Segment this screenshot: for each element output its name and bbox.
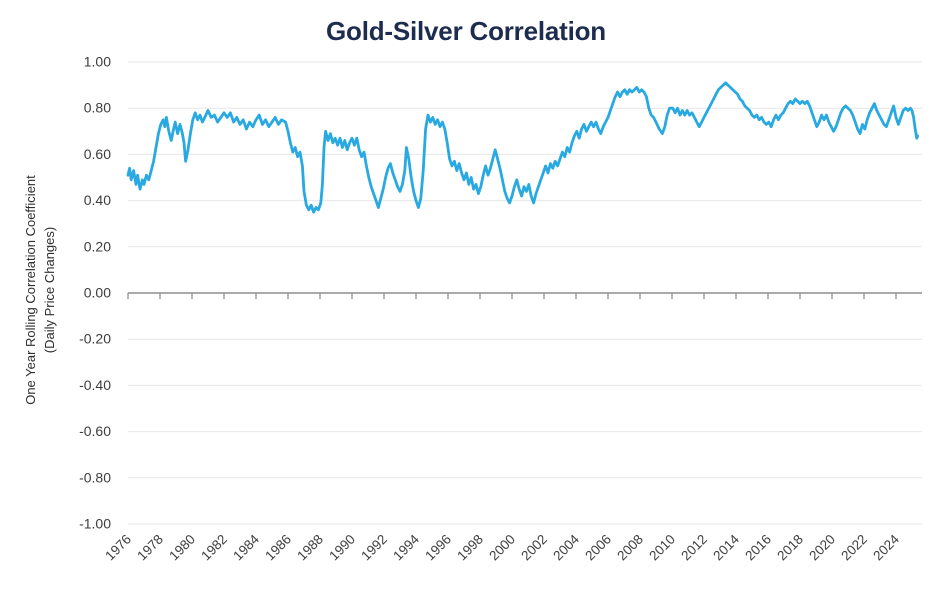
y-axis-title-line1: One Year Rolling Correlation Coefficient — [23, 175, 38, 405]
chart-title: Gold-Silver Correlation — [325, 16, 606, 46]
gridlines — [128, 61, 922, 525]
x-tick-label: 1996 — [422, 532, 454, 564]
y-tick-label: 0.00 — [84, 285, 111, 301]
x-tick-label: 1982 — [198, 532, 230, 564]
x-tick-label: 1990 — [326, 532, 358, 564]
y-tick-label: -1.00 — [79, 516, 111, 532]
x-axis-ticks — [127, 293, 897, 299]
x-tick-label: 2004 — [550, 531, 582, 563]
x-tick-label: 1980 — [166, 532, 198, 564]
x-tick-label: 2010 — [646, 532, 678, 564]
x-tick-label: 2002 — [518, 532, 550, 564]
y-tick-label: 1.00 — [84, 54, 111, 70]
y-tick-labels: 1.00 0.80 0.60 0.40 0.20 0.00 -0.20 -0.40 -0.60 -… — [79, 54, 111, 532]
x-tick-label: 1988 — [294, 532, 326, 564]
x-tick-label: 2016 — [742, 532, 774, 564]
x-tick-labels: 1976 1978 1980 1982 1984 1986 1988 1990 1992 1994… — [102, 531, 902, 563]
y-tick-label: 0.20 — [84, 238, 111, 254]
x-tick-label: 1998 — [454, 532, 486, 564]
x-tick-label: 2022 — [838, 532, 870, 564]
y-tick-label: -0.80 — [79, 469, 111, 485]
y-tick-label: -0.40 — [79, 377, 111, 393]
y-axis-title: One Year Rolling Correlation Coefficient… — [21, 135, 61, 445]
y-tick-label: 0.80 — [84, 100, 111, 116]
x-tick-label: 2014 — [710, 531, 742, 563]
x-tick-label: 1986 — [262, 532, 294, 564]
x-tick-label: 1976 — [102, 532, 134, 564]
y-tick-label: 0.60 — [84, 146, 111, 162]
x-tick-label: 2012 — [678, 532, 710, 564]
x-tick-label: 1992 — [358, 532, 390, 564]
x-tick-label: 2008 — [614, 532, 646, 564]
x-tick-label: 1984 — [230, 531, 262, 563]
y-tick-label: 0.40 — [84, 192, 111, 208]
y-tick-label: -0.60 — [79, 423, 111, 439]
x-tick-label: 2006 — [582, 532, 614, 564]
correlation-line — [126, 81, 919, 214]
x-tick-label: 1994 — [390, 531, 422, 563]
x-tick-label: 1978 — [134, 532, 166, 564]
y-axis-title-line2: (Daily Price Changes) — [42, 226, 57, 354]
x-tick-label: 2018 — [774, 532, 806, 564]
x-tick-label: 2024 — [870, 531, 902, 563]
x-tick-label: 2000 — [486, 532, 518, 564]
x-tick-label: 2020 — [806, 532, 838, 564]
y-tick-label: -0.20 — [79, 331, 111, 347]
